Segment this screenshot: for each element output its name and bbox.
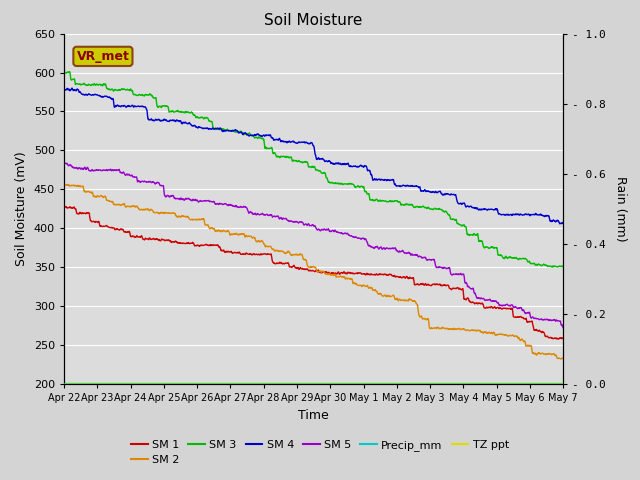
- X-axis label: Time: Time: [298, 408, 329, 421]
- Text: VR_met: VR_met: [77, 50, 129, 63]
- Legend: SM 1, SM 2, SM 3, SM 4, SM 5, Precip_mm, TZ ppt: SM 1, SM 2, SM 3, SM 4, SM 5, Precip_mm,…: [127, 435, 513, 469]
- Y-axis label: Soil Moisture (mV): Soil Moisture (mV): [15, 151, 28, 266]
- Y-axis label: Rain (mm): Rain (mm): [614, 176, 627, 241]
- Title: Soil Moisture: Soil Moisture: [264, 13, 363, 28]
